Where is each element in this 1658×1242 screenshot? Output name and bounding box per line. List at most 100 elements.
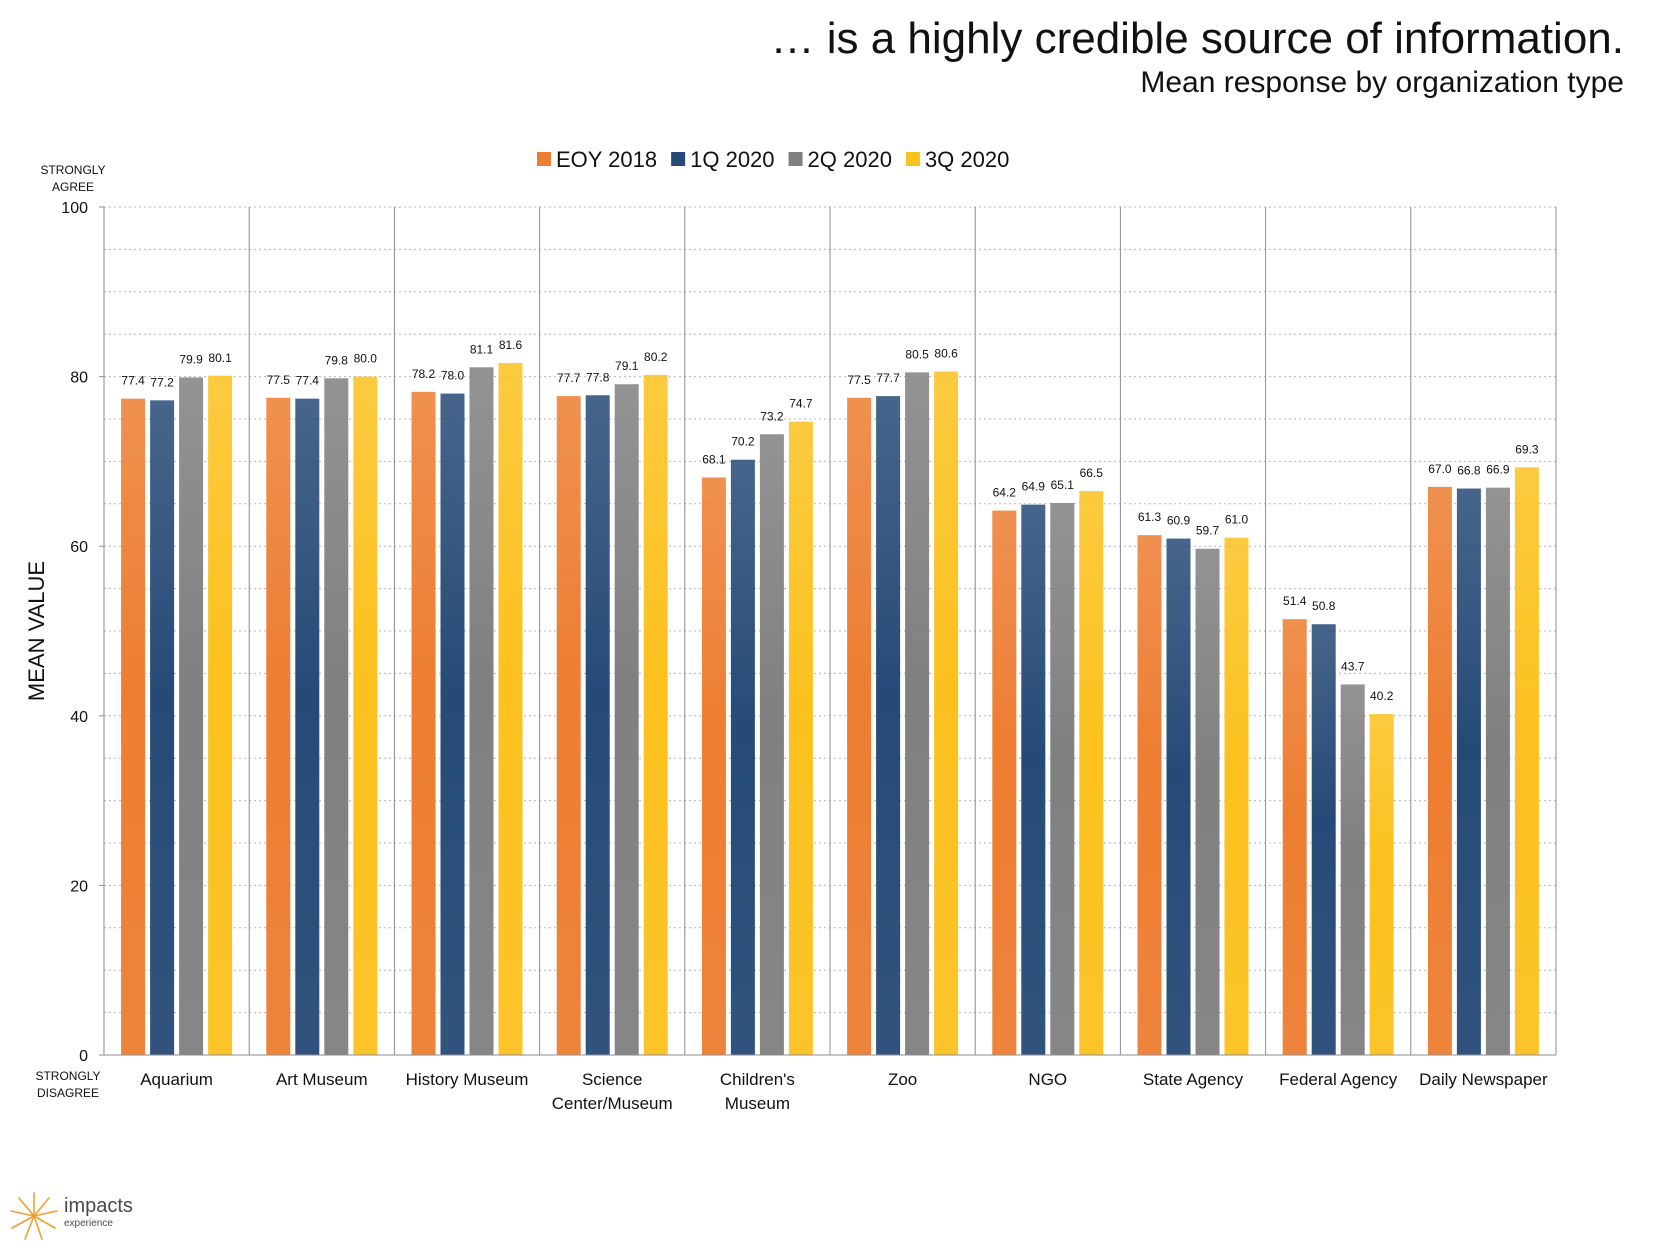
x-tick-label: Daily Newspaper <box>1419 1070 1548 1089</box>
bar <box>847 397 872 1055</box>
data-label: 68.1 <box>702 453 726 467</box>
bar <box>1456 488 1481 1055</box>
data-label: 64.9 <box>1022 480 1046 494</box>
y-top-anchor-label: AGREE <box>52 180 94 194</box>
bar <box>1021 504 1046 1055</box>
y-tick-labels: 0 20 40 60 80 100 MEAN VALUE STRONGLY AGREE STRON… <box>24 163 106 1100</box>
data-label: 77.8 <box>586 370 610 384</box>
bar <box>179 377 204 1055</box>
bar <box>1340 684 1365 1055</box>
data-label: 65.1 <box>1051 478 1075 492</box>
x-tick-label: Science <box>582 1070 642 1089</box>
data-label: 66.9 <box>1486 463 1510 477</box>
data-label: 77.4 <box>296 374 320 388</box>
bar <box>150 400 175 1055</box>
data-label: 69.3 <box>1515 442 1539 456</box>
data-label: 66.8 <box>1457 464 1481 478</box>
bar <box>1514 467 1539 1055</box>
x-tick-label: Federal Agency <box>1279 1070 1398 1089</box>
x-tick-label: Museum <box>725 1094 790 1113</box>
bar <box>1282 619 1307 1055</box>
bar <box>266 397 291 1055</box>
y-tick-label: 100 <box>61 200 88 217</box>
legend-label: 1Q 2020 <box>690 147 774 172</box>
legend-swatch <box>788 152 803 166</box>
bar <box>1166 538 1191 1055</box>
data-label: 77.4 <box>121 374 145 388</box>
logo-wordmark: impacts <box>64 1195 133 1217</box>
bar <box>324 378 349 1055</box>
chart-title: … is a highly credible source of informa… <box>770 14 1624 63</box>
x-tick-label: NGO <box>1028 1070 1067 1089</box>
data-label: 73.2 <box>760 409 784 423</box>
bar <box>585 395 610 1056</box>
y-bottom-anchor-label: STRONGLY <box>35 1069 100 1083</box>
bar <box>788 421 813 1055</box>
bar-chart: EOY 2018 1Q 2020 2Q 2020 3Q 2020 77.4 77.2 79… <box>24 147 1557 1113</box>
data-label: 80.2 <box>644 350 668 364</box>
legend-swatch <box>537 152 551 166</box>
data-label: 78.2 <box>412 367 436 381</box>
data-label: 81.1 <box>470 342 494 356</box>
data-label: 78.0 <box>441 369 465 383</box>
bar <box>1427 486 1452 1056</box>
bar <box>411 391 436 1055</box>
x-tick-label: Art Museum <box>276 1070 368 1089</box>
data-label: 77.5 <box>847 373 871 387</box>
x-tick-label: Center/Museum <box>552 1094 673 1113</box>
legend: EOY 2018 1Q 2020 2Q 2020 3Q 2020 <box>537 147 1009 172</box>
data-label: 51.4 <box>1283 594 1307 608</box>
x-tick-label: Aquarium <box>140 1070 213 1089</box>
data-label: 77.7 <box>557 371 581 385</box>
y-axis-title: MEAN VALUE <box>24 561 49 701</box>
data-label: 61.0 <box>1225 513 1249 527</box>
bar <box>208 375 233 1055</box>
bar <box>498 363 523 1056</box>
data-label: 77.7 <box>876 371 900 385</box>
bar <box>1137 535 1162 1055</box>
x-tick-labels: Aquarium Art Museum History Museum Science C… <box>140 1070 1548 1113</box>
data-label: 80.0 <box>354 352 378 366</box>
data-label: 70.2 <box>731 435 755 449</box>
data-label: 74.7 <box>789 397 813 411</box>
bar <box>1224 537 1249 1055</box>
y-tick-label: 40 <box>70 709 88 726</box>
bar <box>1079 491 1104 1056</box>
data-label: 79.9 <box>179 352 203 366</box>
bar <box>1311 624 1336 1055</box>
data-label: 80.5 <box>905 347 929 361</box>
data-label: 81.6 <box>499 338 523 352</box>
legend-label: 3Q 2020 <box>925 147 1009 172</box>
y-tick-label: 20 <box>70 878 88 895</box>
chart-subtitle: Mean response by organization type <box>1140 66 1624 99</box>
bar <box>556 396 581 1055</box>
data-label: 80.1 <box>208 351 232 365</box>
bar <box>905 372 930 1055</box>
bar <box>1485 487 1510 1055</box>
bar <box>614 384 639 1055</box>
x-tick-label: Zoo <box>888 1070 917 1089</box>
bar <box>295 398 320 1055</box>
bar <box>1369 714 1394 1055</box>
category-separators <box>248 207 1557 1055</box>
data-label: 66.5 <box>1080 466 1104 480</box>
data-label: 77.5 <box>267 373 291 387</box>
data-label: 79.8 <box>325 353 349 367</box>
x-tick-label: State Agency <box>1143 1070 1244 1089</box>
data-label: 60.9 <box>1167 514 1191 528</box>
bar <box>759 434 784 1055</box>
bar <box>1050 502 1075 1055</box>
data-label: 80.6 <box>934 347 958 361</box>
data-label: 77.2 <box>150 375 174 389</box>
bar <box>876 396 901 1055</box>
data-label: 43.7 <box>1341 659 1365 673</box>
y-tick-label: 80 <box>70 370 88 387</box>
data-label: 79.1 <box>615 359 639 373</box>
bar <box>121 398 146 1055</box>
axes <box>103 207 1556 1056</box>
legend-label: 2Q 2020 <box>808 147 892 172</box>
bar <box>353 376 378 1056</box>
bar <box>701 477 726 1056</box>
bar <box>992 510 1017 1056</box>
bar <box>730 459 755 1056</box>
